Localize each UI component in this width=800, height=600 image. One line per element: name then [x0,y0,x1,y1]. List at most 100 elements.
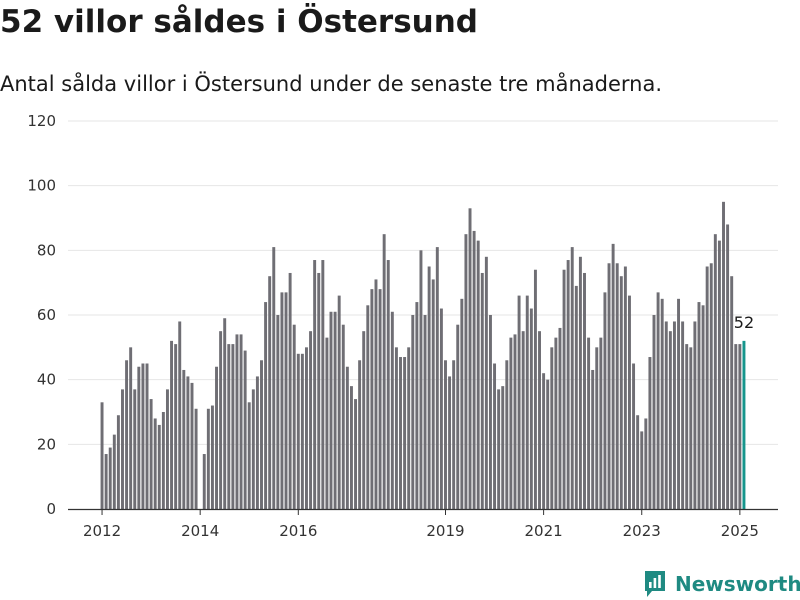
bar [578,256,582,509]
bar [382,234,386,510]
bar [652,315,656,509]
bar [243,350,247,509]
bar [472,230,476,509]
bar [284,292,288,509]
bar [636,415,640,509]
bar [611,243,615,509]
x-tick-label: 2021 [525,522,563,540]
bar [681,321,685,509]
last-value-label: 52 [734,313,754,332]
bar [668,331,672,509]
bar [161,412,165,509]
newsworthy-logo-text: Newsworthy [675,572,800,596]
bar [587,337,591,509]
bar [697,302,701,509]
bar [689,347,693,509]
bar [321,260,325,509]
y-tick-label: 40 [37,371,56,389]
bar [533,269,537,509]
bar [264,302,268,509]
x-tick-label: 2014 [181,522,219,540]
y-tick-label: 20 [37,435,56,453]
bar [730,276,734,509]
bar [194,408,198,509]
bar [349,386,353,509]
bar [542,373,546,509]
bar [288,272,292,509]
bar [247,402,251,509]
bar [202,454,206,509]
bar [210,405,214,509]
bar [239,334,243,509]
bar [619,276,623,509]
bar [501,386,505,509]
bar [296,353,300,509]
bar [231,344,235,509]
bar [599,337,603,509]
bar [460,298,464,509]
bar [186,376,190,509]
bar [390,311,394,509]
bar [693,321,697,509]
x-tick-label: 2016 [279,522,317,540]
bar [366,305,370,509]
bar [354,399,358,509]
bar [141,363,145,509]
bar [182,369,186,509]
bar [415,302,419,509]
bar-highlight [742,340,746,509]
bar [701,305,705,509]
bar [448,376,452,509]
bar [129,347,133,509]
bar [235,334,239,509]
bar [497,389,501,509]
bar [333,311,337,509]
bar [722,201,725,509]
bar [521,331,525,509]
bar [276,315,280,509]
bar [145,363,149,509]
bar [444,360,447,509]
bar [538,331,541,509]
bar [108,447,112,509]
bar [116,415,120,509]
bar [223,318,227,509]
bar [574,285,578,509]
bar [137,366,141,509]
y-tick-label: 60 [37,306,56,324]
bar [374,279,378,509]
bar [419,250,423,509]
bar [672,321,676,509]
bar [165,389,169,509]
bar [734,344,738,509]
bar [591,369,595,509]
newsworthy-logo-icon [645,571,665,597]
bar [435,247,439,509]
bar [407,347,411,509]
bar [100,402,104,509]
bar [386,260,390,509]
y-tick-label: 120 [27,112,56,130]
bar [562,269,566,509]
bar [292,324,296,509]
gridlines [68,120,778,445]
x-tick-label: 2023 [623,522,661,540]
bar [558,327,562,509]
bar [685,344,689,509]
bar [427,266,431,509]
bar [227,344,231,509]
bar [178,321,182,509]
bar [423,315,427,509]
bar [112,434,116,509]
bar [566,260,570,509]
y-tick-label: 0 [46,500,56,518]
bar [300,353,304,509]
bar [411,315,415,509]
bar [476,240,480,509]
bar [554,337,558,509]
bar [431,279,435,509]
bar [640,431,644,509]
bar [517,295,521,509]
bar [174,344,178,509]
bar [378,289,382,509]
